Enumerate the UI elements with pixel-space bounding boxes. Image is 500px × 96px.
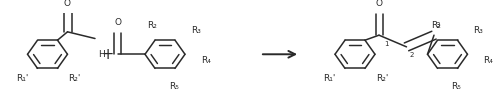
- Text: O: O: [376, 0, 382, 8]
- Text: R₅: R₅: [169, 82, 179, 91]
- Text: R₄: R₄: [201, 56, 211, 65]
- Text: 2: 2: [410, 52, 414, 58]
- Text: R₅: R₅: [452, 82, 462, 91]
- Text: R₂': R₂': [68, 74, 81, 83]
- Text: R₂: R₂: [148, 21, 158, 30]
- Text: R₁': R₁': [324, 74, 336, 83]
- Text: R₃: R₃: [474, 26, 484, 35]
- Text: R₃: R₃: [191, 26, 201, 35]
- Text: O: O: [114, 18, 121, 27]
- Text: O: O: [64, 0, 71, 8]
- Text: 3: 3: [436, 22, 440, 28]
- Text: H: H: [98, 50, 105, 59]
- Text: +: +: [102, 47, 114, 62]
- Text: 1: 1: [384, 41, 388, 47]
- Text: R₄: R₄: [484, 56, 494, 65]
- Text: R₂: R₂: [432, 21, 442, 30]
- Text: R₂': R₂': [376, 74, 388, 83]
- Text: R₁': R₁': [16, 74, 28, 83]
